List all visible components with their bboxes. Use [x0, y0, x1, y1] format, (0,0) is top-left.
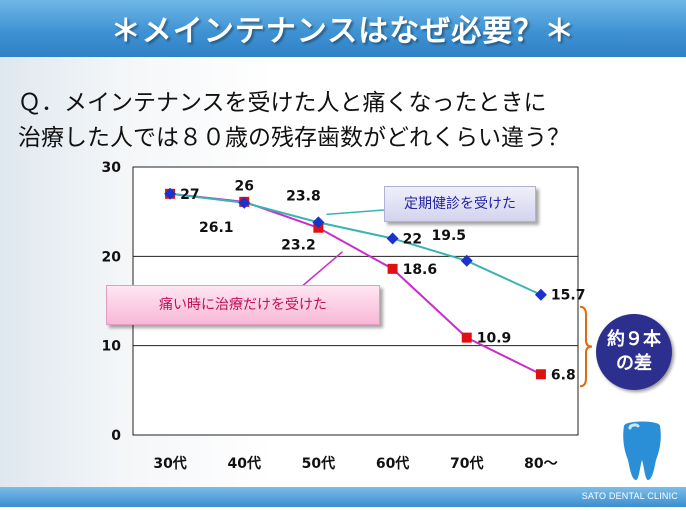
data-label-pain: 23.2 [281, 238, 316, 254]
data-label-pain: 6.8 [551, 367, 576, 383]
header-bar: ＊メインテナンスはなぜ必要？＊ [0, 0, 686, 57]
data-label-maintenance: 26 [235, 179, 254, 195]
data-point-maintenance [164, 187, 177, 200]
data-label-maintenance: 23.8 [286, 188, 321, 204]
data-point-maintenance [238, 196, 251, 209]
data-label-maintenance: 27 [180, 187, 199, 203]
difference-bracket [579, 305, 593, 388]
question-text: Ｑ．メインテナンスを受けた人と痛くなったときに 治療した人では８０歳の残存歯数が… [18, 86, 678, 156]
y-tick-label: 10 [102, 339, 122, 355]
footer-clinic-name: SATO DENTAL CLINIC [581, 491, 678, 501]
callout-connector-maintenance [326, 209, 385, 216]
tooth-logo-icon [623, 421, 661, 480]
y-tick-label: 20 [102, 249, 122, 265]
data-point-pain [535, 369, 546, 380]
page-title: ＊メインテナンスはなぜ必要？＊ [110, 14, 576, 49]
data-label-pain: 18.6 [403, 262, 438, 278]
x-tick-label: 60代 [376, 455, 409, 472]
x-tick-label: 70代 [450, 455, 483, 472]
footer-bar: SATO DENTAL CLINIC [0, 487, 686, 507]
question-line-1: Ｑ．メインテナンスを受けた人と痛くなったときに [18, 90, 547, 116]
data-label-pain: 26.1 [199, 220, 234, 236]
data-label-pain: 10.9 [477, 331, 512, 347]
badge-line-2: の差 [616, 353, 652, 374]
badge-line-1: 約９本 [607, 329, 661, 350]
data-label-maintenance: 19.5 [431, 228, 466, 244]
y-tick-label: 30 [102, 160, 122, 176]
data-point-maintenance [460, 254, 473, 267]
y-tick-label: 0 [111, 428, 121, 444]
data-point-maintenance [312, 216, 325, 229]
data-label-maintenance: 22 [403, 231, 422, 247]
data-point-maintenance [534, 288, 547, 301]
data-point-pain [387, 263, 398, 274]
callout-connector-pain [299, 251, 343, 289]
callout-maintenance: 定期健診を受けた [384, 186, 536, 222]
data-point-pain [461, 332, 472, 343]
x-tick-label: 40代 [228, 455, 261, 472]
callout-pain-treatment: 痛い時に治療だけを受けた [106, 285, 380, 325]
x-tick-label: 50代 [302, 455, 335, 472]
x-tick-label: 30代 [153, 455, 186, 472]
data-point-maintenance [386, 232, 399, 245]
x-tick-label: 80〜 [524, 456, 557, 472]
question-line-2: 治療した人では８０歳の残存歯数がどれくらい違う？ [18, 125, 570, 151]
data-label-maintenance: 15.7 [551, 288, 586, 304]
difference-badge: 約９本 の差 [596, 314, 672, 390]
series-line-maintenance [169, 192, 542, 296]
